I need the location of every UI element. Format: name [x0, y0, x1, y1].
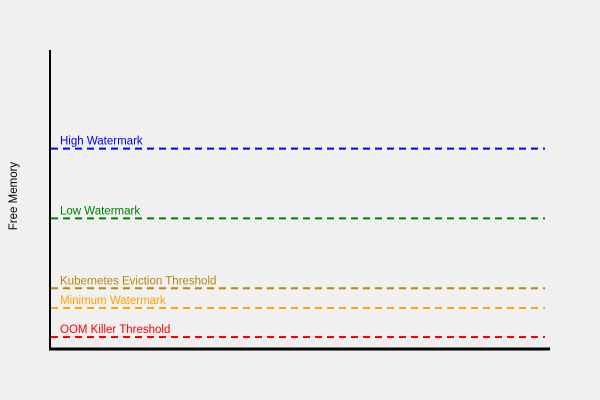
y-axis-label: Free Memory — [8, 162, 20, 231]
threshold-label-kubernetes-eviction-threshold: Kubernetes Eviction Threshold — [60, 275, 216, 287]
threshold-label-minimum-watermark: Minimum Watermark — [60, 295, 166, 307]
threshold-label-high-watermark: High Watermark — [60, 136, 143, 148]
plot-area: High Watermark Low Watermark Kubernetes Ev… — [49, 50, 550, 351]
threshold-label-oom-killer-threshold: OOM Killer Threshold — [60, 324, 170, 336]
threshold-label-low-watermark: Low Watermark — [60, 205, 140, 217]
